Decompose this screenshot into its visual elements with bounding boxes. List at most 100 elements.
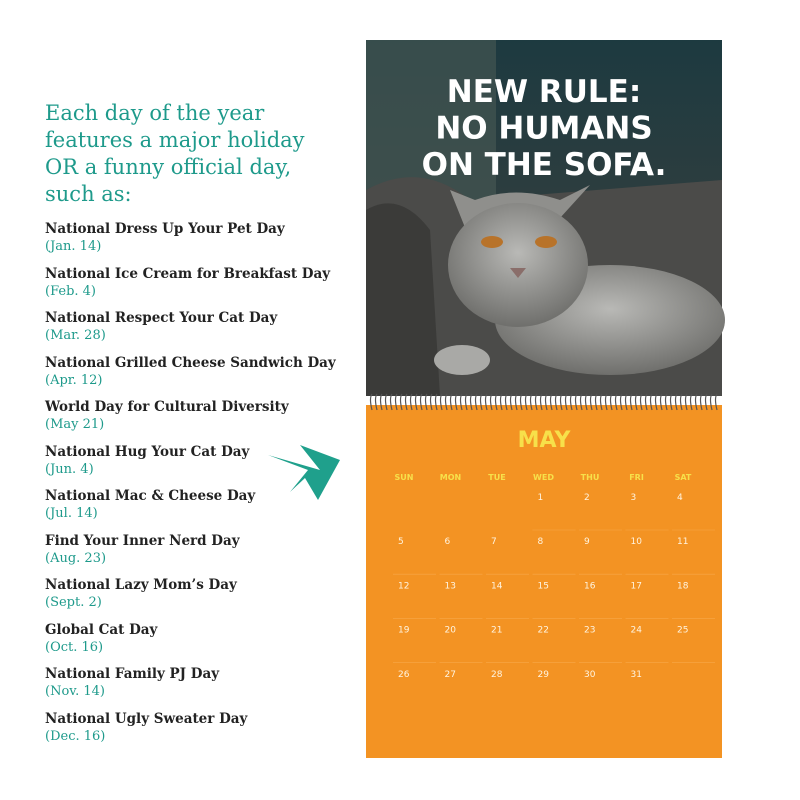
ring bbox=[444, 393, 448, 411]
ring bbox=[434, 393, 438, 411]
ring bbox=[424, 393, 428, 411]
ring bbox=[669, 393, 673, 411]
holiday-name: National Hug Your Cat Day bbox=[45, 443, 250, 460]
holiday-name: National Family PJ Day bbox=[45, 666, 220, 682]
weekday: MON bbox=[440, 473, 461, 482]
holiday: National Mac & Cheese Day (Jul. 14) bbox=[45, 488, 345, 521]
ring bbox=[689, 393, 693, 411]
cat-head bbox=[448, 203, 588, 327]
day-number: 5 bbox=[398, 537, 404, 547]
ring bbox=[584, 393, 588, 411]
holiday: National Grilled Cheese Sandwich Day (Apr… bbox=[45, 355, 345, 388]
ring bbox=[599, 393, 603, 411]
ring bbox=[684, 393, 688, 411]
intro-line: OR a funny official day, bbox=[45, 155, 292, 179]
holiday-date: (Aug. 23) bbox=[45, 550, 107, 566]
day-number: 3 bbox=[631, 493, 637, 503]
day-number: 20 bbox=[445, 626, 457, 636]
ring bbox=[484, 393, 488, 411]
holiday-date: (Oct. 16) bbox=[45, 639, 104, 655]
holiday: Global Cat Day (Oct. 16) bbox=[45, 622, 345, 655]
ring bbox=[619, 393, 623, 411]
ring bbox=[389, 393, 393, 411]
ring bbox=[439, 393, 443, 411]
window bbox=[366, 40, 496, 200]
day-number: 25 bbox=[677, 626, 688, 636]
holiday: National Ugly Sweater Day (Dec. 16) bbox=[45, 711, 345, 744]
day-number: 11 bbox=[677, 537, 688, 547]
ring bbox=[429, 393, 433, 411]
holiday-date: (May 21) bbox=[45, 417, 105, 432]
ring bbox=[659, 393, 663, 411]
intro-line: features a major holiday bbox=[45, 128, 305, 152]
holiday-name: National Lazy Mom’s Day bbox=[45, 577, 237, 593]
day-number: 7 bbox=[491, 537, 497, 547]
arrow bbox=[268, 445, 340, 500]
holiday: National Dress Up Your Pet Day (Jan. 14) bbox=[45, 221, 345, 254]
ring bbox=[454, 393, 458, 411]
day-number: 21 bbox=[491, 626, 502, 636]
ring bbox=[379, 393, 383, 411]
cat-eye bbox=[481, 236, 503, 248]
day-number: 2 bbox=[584, 493, 590, 503]
ring bbox=[699, 393, 703, 411]
ring bbox=[624, 393, 628, 411]
ring bbox=[604, 393, 608, 411]
ring bbox=[674, 393, 678, 411]
weekday: SAT bbox=[675, 473, 692, 482]
holiday-date: (Sept. 2) bbox=[45, 595, 102, 610]
ring bbox=[579, 393, 583, 411]
day-number: 27 bbox=[445, 670, 456, 680]
holiday: National Respect Your Cat Day (Mar. 28) bbox=[45, 310, 345, 343]
intro-line: such as: bbox=[45, 182, 132, 206]
weekday: FRI bbox=[629, 473, 644, 482]
holiday-name: National Dress Up Your Pet Day bbox=[45, 221, 285, 237]
weekday: TUE bbox=[488, 473, 505, 482]
ring bbox=[464, 393, 468, 411]
month: MAY bbox=[518, 428, 572, 453]
holiday: National Ice Cream for Breakfast Day (Feb… bbox=[45, 266, 345, 299]
ring bbox=[449, 393, 453, 411]
day-number: 30 bbox=[584, 670, 596, 680]
ring bbox=[474, 393, 478, 411]
ring bbox=[654, 393, 658, 411]
holiday-name: World Day for Cultural Diversity bbox=[45, 399, 289, 415]
ring bbox=[594, 393, 598, 411]
day-number: 6 bbox=[445, 537, 451, 547]
holiday-date: (Jun. 4) bbox=[45, 461, 94, 477]
day-number: 18 bbox=[677, 581, 689, 591]
day-number: 4 bbox=[677, 493, 683, 503]
ring bbox=[614, 393, 618, 411]
ring bbox=[399, 393, 403, 411]
headline: NEW RULE: bbox=[447, 74, 641, 110]
ring bbox=[534, 393, 538, 411]
cat-eye bbox=[535, 236, 557, 248]
cat-paw bbox=[434, 345, 490, 375]
holiday: National Lazy Mom’s Day (Sept. 2) bbox=[45, 577, 345, 610]
ring bbox=[404, 393, 408, 411]
day-number: 17 bbox=[631, 581, 642, 591]
holiday-name: National Ugly Sweater Day bbox=[45, 710, 248, 727]
holiday-name: National Respect Your Cat Day bbox=[45, 310, 278, 326]
day-number: 16 bbox=[584, 581, 596, 591]
day-number: 14 bbox=[491, 581, 503, 591]
ring bbox=[609, 393, 613, 411]
weekday: SUN bbox=[395, 473, 414, 482]
ring bbox=[574, 393, 578, 411]
ring bbox=[519, 393, 523, 411]
holiday: National Hug Your Cat Day (Jun. 4) bbox=[45, 444, 345, 477]
ring bbox=[524, 393, 528, 411]
holiday-date: (Dec. 16) bbox=[45, 728, 106, 744]
ring bbox=[709, 393, 713, 411]
holiday: World Day for Cultural Diversity (May 21) bbox=[45, 399, 345, 432]
holiday: Find Your Inner Nerd Day (Aug. 23) bbox=[45, 533, 345, 566]
day-number: 28 bbox=[491, 670, 503, 680]
ring bbox=[499, 393, 503, 411]
holiday-date: (Apr. 12) bbox=[45, 372, 103, 388]
ring bbox=[704, 393, 708, 411]
ring bbox=[509, 393, 513, 411]
ring bbox=[514, 393, 518, 411]
